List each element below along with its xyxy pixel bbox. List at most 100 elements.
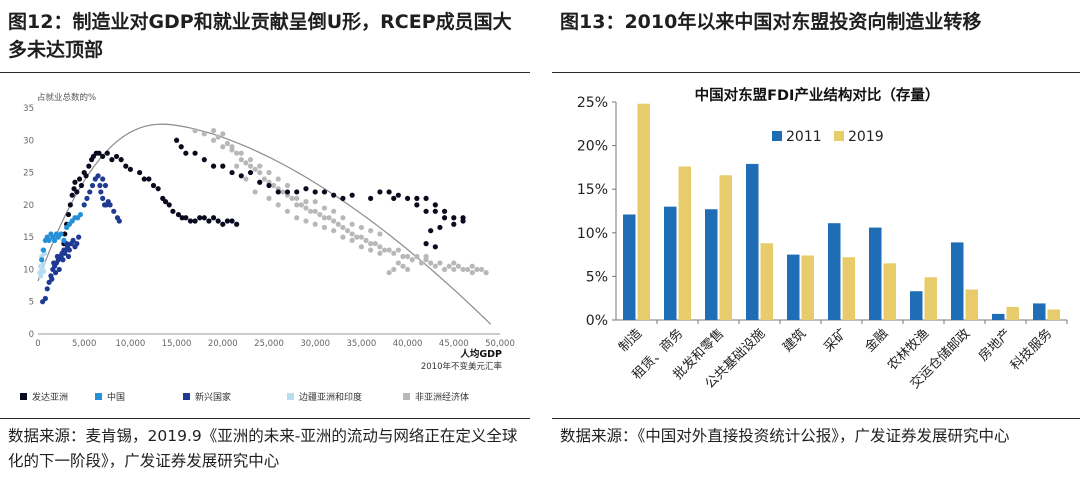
scatter-point — [377, 244, 383, 250]
scatter-point — [261, 176, 267, 182]
scatter-point — [74, 241, 80, 247]
scatter-point — [368, 228, 374, 234]
scatter-point — [437, 224, 443, 231]
scatter-point — [344, 228, 351, 234]
scatter-point — [166, 202, 172, 208]
bar-2019 — [842, 257, 855, 320]
right-source-divider — [552, 418, 1080, 419]
scatter-point — [192, 128, 198, 134]
scatter-point — [206, 218, 212, 224]
scatter-point — [395, 247, 401, 253]
bar-category-label: 房地产 — [975, 326, 1014, 365]
scatter-point — [224, 140, 231, 147]
scatter-point — [423, 253, 429, 260]
bar-legend: 2011 2019 — [772, 129, 884, 145]
scatter-point — [432, 202, 438, 208]
scatter-point — [170, 208, 176, 214]
legend-label: 中国 — [107, 391, 125, 403]
scatter-point — [428, 228, 434, 234]
scatter-point — [275, 176, 281, 182]
scatter-point — [178, 144, 184, 150]
legend-swatch — [772, 131, 782, 141]
scatter-point — [460, 266, 466, 273]
scatter-point — [76, 176, 83, 182]
scatter-x-tick-label: 10,000 — [116, 339, 146, 349]
scatter-point — [174, 137, 180, 143]
scatter-x-tick-label: 40,000 — [393, 339, 423, 349]
scatter-point — [340, 195, 346, 201]
scatter-point — [98, 189, 104, 195]
bar-y-tick-label: 15% — [577, 182, 608, 198]
scatter-point — [252, 189, 258, 195]
scatter-point — [405, 253, 411, 260]
scatter-point — [44, 286, 50, 292]
scatter-point — [377, 189, 383, 195]
scatter-point — [62, 250, 68, 256]
scatter-point — [243, 160, 249, 166]
scatter-point — [100, 195, 106, 201]
scatter-point — [321, 189, 328, 195]
scatter-point — [391, 266, 397, 273]
scatter-point — [307, 208, 314, 214]
scatter-point — [451, 215, 457, 221]
scatter-point — [312, 208, 318, 214]
scatter-point — [340, 234, 346, 240]
scatter-point — [441, 215, 448, 221]
scatter-point — [321, 224, 328, 231]
scatter-ylabel: 占就业总数的% — [37, 92, 96, 103]
scatter-point — [84, 195, 90, 201]
scatter-point — [405, 195, 411, 201]
scatter-point — [266, 182, 272, 189]
scatter-point — [400, 253, 406, 260]
scatter-point — [113, 153, 120, 160]
scatter-point — [386, 189, 392, 195]
right-source-note: 数据来源：《中国对外直接投资统计公报》，广发证券发展研究中心 — [560, 427, 1010, 445]
scatter-point — [284, 208, 291, 214]
scatter-point — [289, 195, 295, 201]
scatter-point — [247, 163, 254, 169]
scatter-point — [107, 202, 113, 208]
scatter-point — [39, 257, 45, 263]
legend-swatch — [834, 131, 844, 141]
scatter-point — [368, 241, 374, 247]
scatter-point — [192, 150, 198, 156]
bar-2011 — [623, 214, 636, 320]
scatter-point — [451, 221, 457, 227]
scatter-point — [150, 182, 157, 189]
scatter-point — [257, 163, 263, 169]
scatter-point — [284, 189, 291, 195]
scatter-point — [303, 186, 309, 192]
scatter-point — [95, 173, 101, 179]
bar-2011 — [705, 209, 718, 320]
scatter-point — [100, 153, 106, 160]
scatter-point — [331, 192, 337, 198]
scatter-point — [414, 195, 420, 201]
bar-2011 — [787, 254, 800, 320]
scatter-point — [42, 295, 48, 302]
scatter-point — [247, 169, 254, 176]
left-source-divider — [0, 418, 530, 419]
scatter-point — [96, 150, 102, 156]
scatter-point — [183, 215, 189, 221]
scatter-x-tick-label: 45,000 — [439, 339, 469, 349]
scatter-point — [100, 176, 106, 182]
scatter-point — [229, 169, 235, 176]
scatter-point — [423, 195, 429, 201]
scatter-point — [78, 182, 85, 189]
scatter-point — [238, 173, 244, 179]
scatter-point — [386, 247, 392, 253]
scatter-point — [210, 215, 217, 221]
scatter-point — [465, 266, 471, 273]
scatter-point — [312, 199, 318, 205]
scatter-point — [40, 268, 47, 274]
left-panel: 图12：制造业对GDP和就业贡献呈倒U形，RCEP成员国大多未达顶部 占就业总数… — [0, 0, 530, 482]
scatter-xlabel-sub: 2010年不变美元汇率 — [421, 361, 503, 372]
scatter-x-tick-label: 20,000 — [208, 339, 238, 349]
scatter-point — [67, 202, 73, 208]
scatter-point — [127, 166, 133, 172]
scatter-point — [65, 253, 72, 260]
scatter-point — [111, 208, 117, 214]
scatter-point — [137, 169, 143, 176]
bar-category-label: 建筑 — [780, 326, 810, 356]
scatter-point — [275, 189, 281, 195]
